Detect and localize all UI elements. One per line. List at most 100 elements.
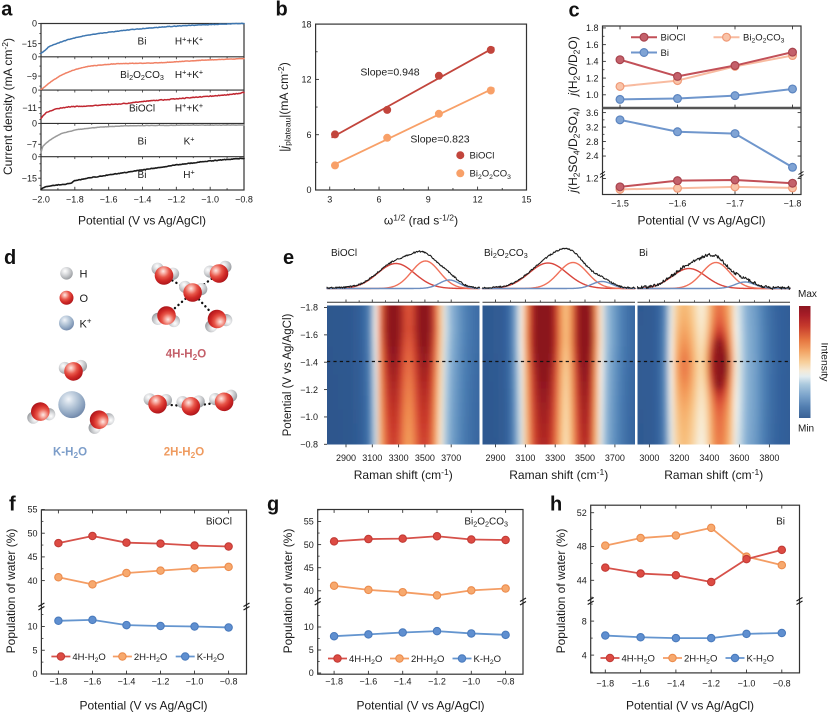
svg-text:0: 0 xyxy=(306,185,311,195)
svg-text:3500: 3500 xyxy=(575,453,595,463)
svg-text:1.4: 1.4 xyxy=(586,57,599,67)
svg-text:Population of water (%): Population of water (%) xyxy=(554,529,568,654)
svg-text:3500: 3500 xyxy=(415,453,435,463)
svg-text:55: 55 xyxy=(27,505,37,515)
svg-text:Potential (V vs Ag/AgCl): Potential (V vs Ag/AgCl) xyxy=(282,313,294,436)
svg-text:g: g xyxy=(267,494,279,516)
svg-text:3600: 3600 xyxy=(729,453,749,463)
svg-text:−1.6: −1.6 xyxy=(84,676,102,686)
svg-text:0: 0 xyxy=(32,85,37,95)
svg-text:Potential (V vs Ag/AgCl): Potential (V vs Ag/AgCl) xyxy=(626,699,754,713)
svg-text:Slope=0.948: Slope=0.948 xyxy=(360,67,419,79)
svg-text:5: 5 xyxy=(32,645,37,655)
svg-text:H: H xyxy=(80,269,88,281)
svg-text:−9: −9 xyxy=(27,71,37,81)
svg-text:K-H2​O: K-H2​O xyxy=(197,652,225,664)
svg-text:3300: 3300 xyxy=(545,453,565,463)
svg-text:3100: 3100 xyxy=(362,453,382,463)
svg-text:9: 9 xyxy=(426,194,431,204)
svg-text:4H-H2​O: 4H-H2​O xyxy=(622,653,655,665)
svg-text:3200: 3200 xyxy=(669,453,689,463)
svg-text:−15: −15 xyxy=(22,39,37,49)
svg-text:2H-H2​O: 2H-H2​O xyxy=(134,652,167,664)
svg-text:12: 12 xyxy=(473,194,483,204)
svg-text:3: 3 xyxy=(327,194,332,204)
svg-text:BiOCl: BiOCl xyxy=(470,151,495,162)
svg-text:2.8: 2.8 xyxy=(586,137,599,147)
svg-text:K-H2​O: K-H2​O xyxy=(474,654,502,666)
svg-text:−1.6: −1.6 xyxy=(669,199,687,209)
svg-text:−0.8: −0.8 xyxy=(220,676,238,686)
svg-text:0: 0 xyxy=(32,669,37,679)
svg-text:BiOCl: BiOCl xyxy=(661,33,686,44)
svg-text:Bi: Bi xyxy=(661,48,669,59)
svg-text:−1.8: −1.8 xyxy=(66,194,84,204)
svg-text:−0.8: −0.8 xyxy=(497,677,515,687)
svg-text:3700: 3700 xyxy=(605,453,625,463)
svg-text:−1.8: −1.8 xyxy=(300,303,318,313)
svg-text:BiOCl: BiOCl xyxy=(331,248,357,259)
svg-text:O: O xyxy=(80,293,89,305)
svg-text:3400: 3400 xyxy=(699,453,719,463)
svg-text:52: 52 xyxy=(577,508,587,518)
svg-text:Raman shift (cm-1​): Raman shift (cm-1​) xyxy=(664,467,763,482)
svg-text:j(H2​SO4​/D2​SO4​): j(H2​SO4​/D2​SO4​) xyxy=(566,107,582,194)
svg-text:H+​+K+​: H+​+K+​ xyxy=(175,34,203,47)
svg-text:0: 0 xyxy=(32,119,37,129)
svg-text:−15: −15 xyxy=(22,173,37,183)
svg-text:45: 45 xyxy=(304,563,314,573)
svg-text:3800: 3800 xyxy=(759,453,779,463)
svg-text:0: 0 xyxy=(32,52,37,62)
svg-text:12: 12 xyxy=(301,75,311,85)
svg-text:18: 18 xyxy=(301,19,311,29)
svg-text:0: 0 xyxy=(309,668,314,678)
svg-text:1.8: 1.8 xyxy=(586,23,599,33)
svg-text:−1.4: −1.4 xyxy=(118,676,136,686)
svg-text:3700: 3700 xyxy=(441,453,461,463)
svg-text:−1.0: −1.0 xyxy=(738,678,756,688)
svg-text:−1.4: −1.4 xyxy=(667,678,685,688)
svg-text:Bi: Bi xyxy=(138,37,147,48)
svg-text:f: f xyxy=(9,494,16,516)
svg-text:3000: 3000 xyxy=(639,453,659,463)
svg-text:−1.5: −1.5 xyxy=(611,199,629,209)
svg-text:40: 40 xyxy=(304,586,314,596)
svg-text:15: 15 xyxy=(521,194,531,204)
svg-text:−1.4: −1.4 xyxy=(300,357,318,367)
svg-text:Bi2​O2​CO3​: Bi2​O2​CO3​ xyxy=(484,248,528,260)
svg-text:55: 55 xyxy=(304,517,314,527)
svg-text:−11: −11 xyxy=(22,103,37,113)
svg-text:b: b xyxy=(276,0,288,21)
svg-text:j(H2​O/D2​O): j(H2​O/D2​O) xyxy=(566,36,582,98)
svg-text:Bi2​O2​CO3​: Bi2​O2​CO3​ xyxy=(464,517,508,529)
svg-text:Current density (mA cm-2​): Current density (mA cm-2​) xyxy=(0,38,15,175)
svg-text:4H-H2​O: 4H-H2​O xyxy=(349,654,382,666)
svg-text:0: 0 xyxy=(32,19,37,29)
svg-text:Raman shift (cm-1​): Raman shift (cm-1​) xyxy=(509,467,608,482)
svg-text:6: 6 xyxy=(306,130,311,140)
svg-text:Intensity: Intensity xyxy=(819,342,828,382)
svg-text:Bi: Bi xyxy=(138,170,147,181)
svg-text:−1.8: −1.8 xyxy=(784,199,802,209)
svg-text:Population of water (%): Population of water (%) xyxy=(281,529,295,654)
svg-text:−0.8: −0.8 xyxy=(235,194,253,204)
svg-text:−1.7: −1.7 xyxy=(726,199,744,209)
svg-text:−1.6: −1.6 xyxy=(632,678,650,688)
svg-text:Bi: Bi xyxy=(776,517,785,528)
svg-text:c: c xyxy=(569,0,580,21)
svg-text:8: 8 xyxy=(582,616,587,626)
svg-text:44: 44 xyxy=(577,576,587,586)
svg-text:BiOCl: BiOCl xyxy=(129,103,155,114)
svg-text:3100: 3100 xyxy=(515,453,535,463)
svg-text:0: 0 xyxy=(32,152,37,162)
svg-text:h: h xyxy=(550,494,562,516)
svg-text:Bi: Bi xyxy=(639,248,648,259)
svg-text:4: 4 xyxy=(582,650,587,660)
svg-text:−1.2: −1.2 xyxy=(167,194,185,204)
svg-text:−7: −7 xyxy=(27,140,37,150)
svg-text:BiOCl: BiOCl xyxy=(206,517,232,528)
svg-text:10: 10 xyxy=(27,622,37,632)
svg-text:−1.2: −1.2 xyxy=(702,678,720,688)
svg-text:1.6: 1.6 xyxy=(586,40,599,50)
svg-text:Raman shift (cm-1​): Raman shift (cm-1​) xyxy=(354,467,453,482)
